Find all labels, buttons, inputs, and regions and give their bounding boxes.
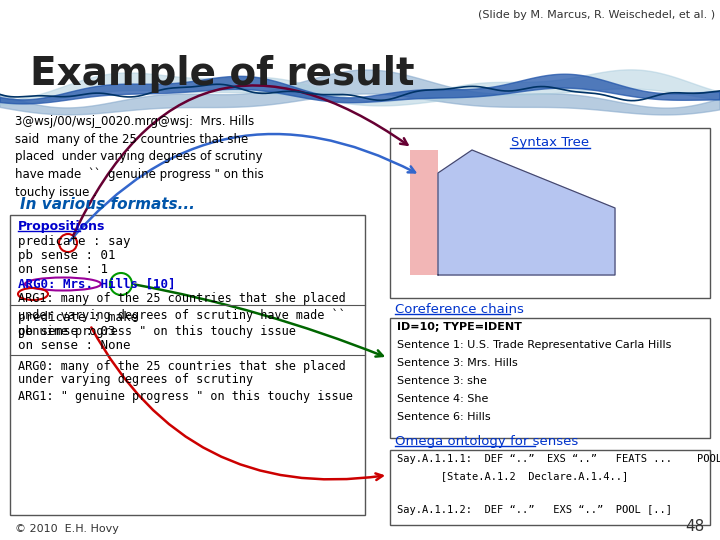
- FancyBboxPatch shape: [390, 450, 710, 525]
- Text: pb sense : 03: pb sense : 03: [18, 325, 115, 338]
- Text: Sentence 6: Hills: Sentence 6: Hills: [397, 412, 490, 422]
- Text: Sentence 3: Mrs. Hills: Sentence 3: Mrs. Hills: [397, 358, 518, 368]
- Text: 3@wsj/00/wsj_0020.mrg@wsj:  Mrs. Hills
said  many of the 25 countries that she
p: 3@wsj/00/wsj_0020.mrg@wsj: Mrs. Hills sa…: [15, 115, 264, 199]
- FancyArrowPatch shape: [73, 85, 408, 235]
- Text: ARG0: Mrs. Hills [10]: ARG0: Mrs. Hills [10]: [18, 278, 176, 291]
- Text: Propositions: Propositions: [18, 220, 105, 233]
- Text: © 2010  E.H. Hovy: © 2010 E.H. Hovy: [15, 524, 119, 534]
- Text: In various formats...: In various formats...: [20, 197, 195, 212]
- Text: on sense : 1: on sense : 1: [18, 263, 108, 276]
- Text: Coreference chains: Coreference chains: [395, 303, 524, 316]
- Text: Omega ontology for senses: Omega ontology for senses: [395, 435, 578, 448]
- FancyBboxPatch shape: [390, 128, 710, 298]
- Text: Syntax Tree: Syntax Tree: [511, 136, 589, 149]
- Text: 48: 48: [685, 519, 705, 534]
- Text: Say.A.1.1.1:  DEF “..”  EXS “..”   FEATS ...    POOL: Say.A.1.1.1: DEF “..” EXS “..” FEATS ...…: [397, 454, 720, 464]
- FancyArrowPatch shape: [135, 285, 383, 356]
- Text: (Slide by M. Marcus, R. Weischedel, et al. ): (Slide by M. Marcus, R. Weischedel, et a…: [478, 10, 715, 20]
- Text: Sentence 3: she: Sentence 3: she: [397, 376, 487, 386]
- Text: ARG1: " genuine progress " on this touchy issue: ARG1: " genuine progress " on this touch…: [18, 390, 353, 403]
- Text: under varying degrees of scrutiny: under varying degrees of scrutiny: [18, 373, 253, 386]
- FancyBboxPatch shape: [390, 318, 710, 438]
- FancyBboxPatch shape: [410, 150, 438, 275]
- Text: [State.A.1.2  Declare.A.1.4..]: [State.A.1.2 Declare.A.1.4..]: [397, 471, 629, 481]
- Polygon shape: [438, 150, 615, 275]
- Text: ID=10; TYPE=IDENT: ID=10; TYPE=IDENT: [397, 322, 522, 332]
- Text: Example of result: Example of result: [30, 55, 415, 93]
- FancyArrowPatch shape: [91, 327, 382, 480]
- FancyArrowPatch shape: [70, 134, 415, 241]
- Text: ARG0: many of the 25 countries that she placed: ARG0: many of the 25 countries that she …: [18, 360, 346, 373]
- Text: pb sense : 01: pb sense : 01: [18, 249, 115, 262]
- Text: ARG1: many of the 25 countries that she placed
under varying degrees of scrutiny: ARG1: many of the 25 countries that she …: [18, 292, 346, 338]
- Text: Say.A.1.1.2:  DEF “..”   EXS “..”  POOL [..]: Say.A.1.1.2: DEF “..” EXS “..” POOL [..]: [397, 505, 672, 515]
- Text: on sense : None: on sense : None: [18, 339, 130, 352]
- FancyBboxPatch shape: [10, 215, 365, 515]
- Text: predicate : make: predicate : make: [18, 311, 138, 324]
- Text: predicate : say: predicate : say: [18, 235, 130, 248]
- Text: Sentence 4: She: Sentence 4: She: [397, 394, 488, 404]
- Text: Sentence 1: U.S. Trade Representative Carla Hills: Sentence 1: U.S. Trade Representative Ca…: [397, 340, 671, 350]
